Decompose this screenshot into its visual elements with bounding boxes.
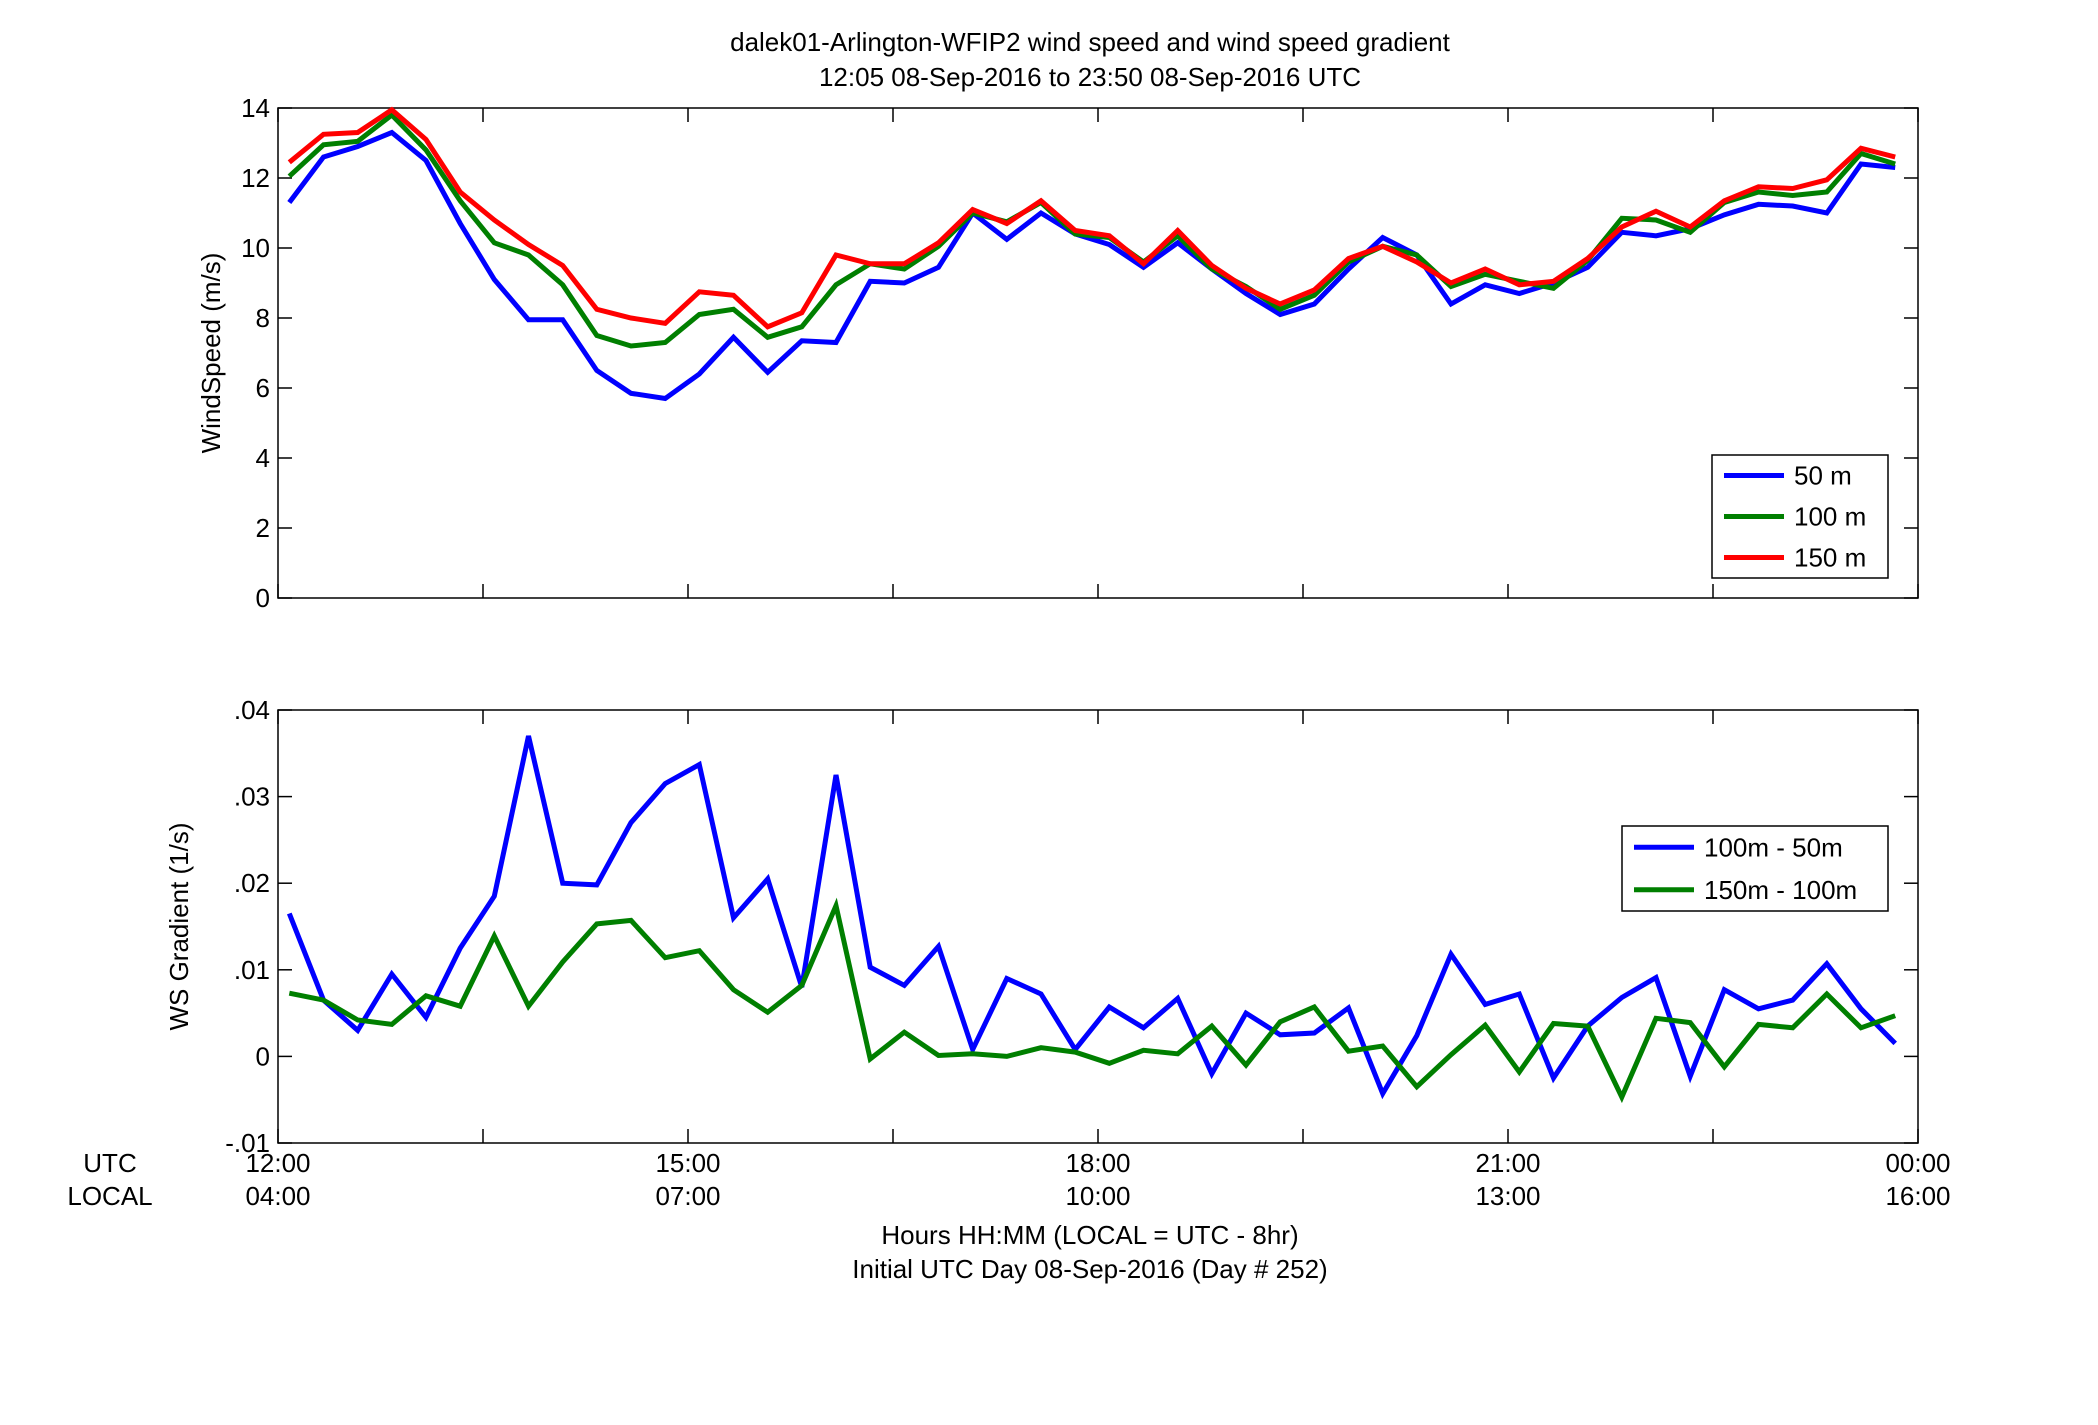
windspeed-series-line-3 <box>287 106 1896 330</box>
utc-row-label: UTC <box>83 1148 136 1178</box>
windspeed-y-tick-label: 0 <box>256 583 270 613</box>
utc-tick-label: 12:00 <box>245 1148 310 1178</box>
windspeed-y-axis-label: WindSpeed (m/s) <box>196 253 226 454</box>
x-axis-label-line2: Initial UTC Day 08-Sep-2016 (Day # 252) <box>852 1254 1327 1284</box>
local-tick-label: 07:00 <box>655 1181 720 1211</box>
windspeed-legend: 50 m 100 m 150 m <box>1711 454 1889 579</box>
utc-tick-labels: 12:00 15:00 18:00 21:00 00:00 <box>245 1148 1950 1178</box>
windspeed-y-tick-label: 12 <box>241 163 270 193</box>
windspeed-y-tick-label: 8 <box>256 303 270 333</box>
local-tick-label: 04:00 <box>245 1181 310 1211</box>
windspeed-plot: 0 2 4 6 8 10 12 14 WindSpeed (m/s) 50 m 100 m 150 m <box>196 93 1919 613</box>
utc-tick-label: 18:00 <box>1065 1148 1130 1178</box>
utc-tick-label: 21:00 <box>1475 1148 1540 1178</box>
gradient-y-tick-label: .01 <box>234 955 270 985</box>
gradient-legend-label: 150m - 100m <box>1704 875 1857 905</box>
chart-title-line2: 12:05 08-Sep-2016 to 23:50 08-Sep-2016 U… <box>819 62 1361 92</box>
windspeed-legend-label: 50 m <box>1794 461 1852 491</box>
windspeed-series-line-1 <box>287 129 1896 402</box>
gradient-y-tick-label: .03 <box>234 782 270 812</box>
gradient-y-tick-label: 0 <box>256 1041 270 1071</box>
windspeed-y-tick-label: 6 <box>256 373 270 403</box>
gradient-plot: -.01 0 .01 .02 .03 .04 WS Gradient (1/s) 100m -… <box>164 695 1919 1158</box>
local-row-label: LOCAL <box>67 1181 152 1211</box>
windspeed-y-tick-label: 2 <box>256 513 270 543</box>
gradient-y-tick-label: -.01 <box>225 1128 270 1158</box>
windspeed-legend-label: 150 m <box>1794 543 1866 573</box>
chart-title-line1: dalek01-Arlington-WFIP2 wind speed and w… <box>730 27 1451 57</box>
gradient-series-line-1 <box>286 735 1897 1100</box>
gradient-legend-box <box>1621 825 1889 912</box>
local-tick-label: 16:00 <box>1885 1181 1950 1211</box>
utc-tick-label: 00:00 <box>1885 1148 1950 1178</box>
windspeed-series-line-2 <box>287 111 1896 349</box>
gradient-y-axis-label: WS Gradient (1/s) <box>164 822 194 1030</box>
utc-tick-label: 15:00 <box>655 1148 720 1178</box>
gradient-axes-box <box>277 709 1919 1144</box>
local-tick-label: 13:00 <box>1475 1181 1540 1211</box>
gradient-legend-label: 100m - 50m <box>1704 832 1843 862</box>
windspeed-legend-label: 100 m <box>1794 502 1866 532</box>
local-tick-labels: 04:00 07:00 10:00 13:00 16:00 <box>245 1181 1950 1211</box>
windspeed-y-tick-label: 4 <box>256 443 270 473</box>
windspeed-y-tick-label: 10 <box>241 233 270 263</box>
windspeed-axes-box <box>277 107 1919 599</box>
gradient-legend: 100m - 50m 150m - 100m <box>1621 825 1889 912</box>
windspeed-y-tick-label: 14 <box>241 93 270 123</box>
x-axis-label-line1: Hours HH:MM (LOCAL = UTC - 8hr) <box>881 1220 1298 1250</box>
gradient-y-tick-label: .02 <box>234 868 270 898</box>
gradient-series-line-2 <box>288 897 1897 1104</box>
gradient-y-tick-label: .04 <box>234 695 270 725</box>
local-tick-label: 10:00 <box>1065 1181 1130 1211</box>
